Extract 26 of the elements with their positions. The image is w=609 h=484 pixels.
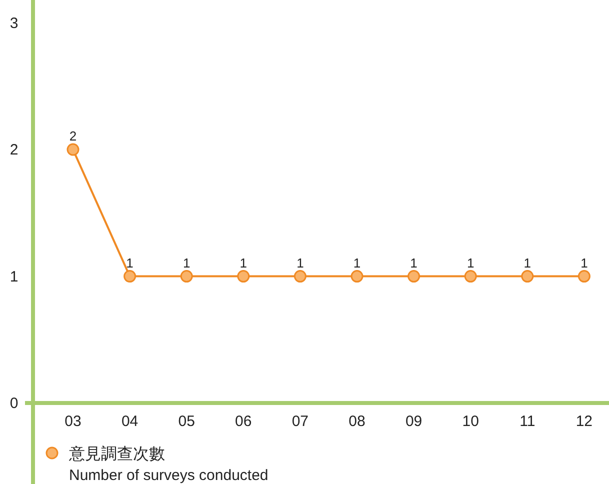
data-label: 1 [353, 255, 361, 270]
data-label: 1 [466, 255, 474, 270]
y-tick-label: 2 [10, 142, 18, 159]
data-label: 1 [296, 255, 304, 270]
x-tick-label: 06 [235, 413, 252, 430]
x-tick-label: 09 [405, 413, 422, 430]
x-tick-label: 05 [178, 413, 195, 430]
y-tick-label: 3 [10, 14, 18, 32]
x-tick-label: 12 [576, 413, 593, 430]
x-tick-label: 10 [462, 413, 479, 430]
data-label: 1 [410, 255, 418, 270]
text: Number of surveys conducted [69, 467, 268, 484]
y-tick-label: 1 [10, 268, 18, 286]
data-label: 1 [580, 255, 588, 270]
x-tick-label: 07 [292, 413, 309, 430]
x-tick-label: 03 [64, 413, 82, 430]
data-label: 1 [524, 255, 532, 270]
data-label: 1 [240, 255, 248, 270]
legend-label: 意見調查次數 [68, 445, 165, 463]
y-tick-label: 0 [10, 395, 18, 412]
data-label: 2 [69, 128, 77, 144]
x-tick-label: 11 [520, 413, 536, 430]
data-label: 1 [126, 255, 134, 270]
x-tick-label: 04 [121, 413, 138, 430]
x-tick-label: 08 [348, 413, 366, 430]
data-label: 1 [182, 255, 190, 270]
